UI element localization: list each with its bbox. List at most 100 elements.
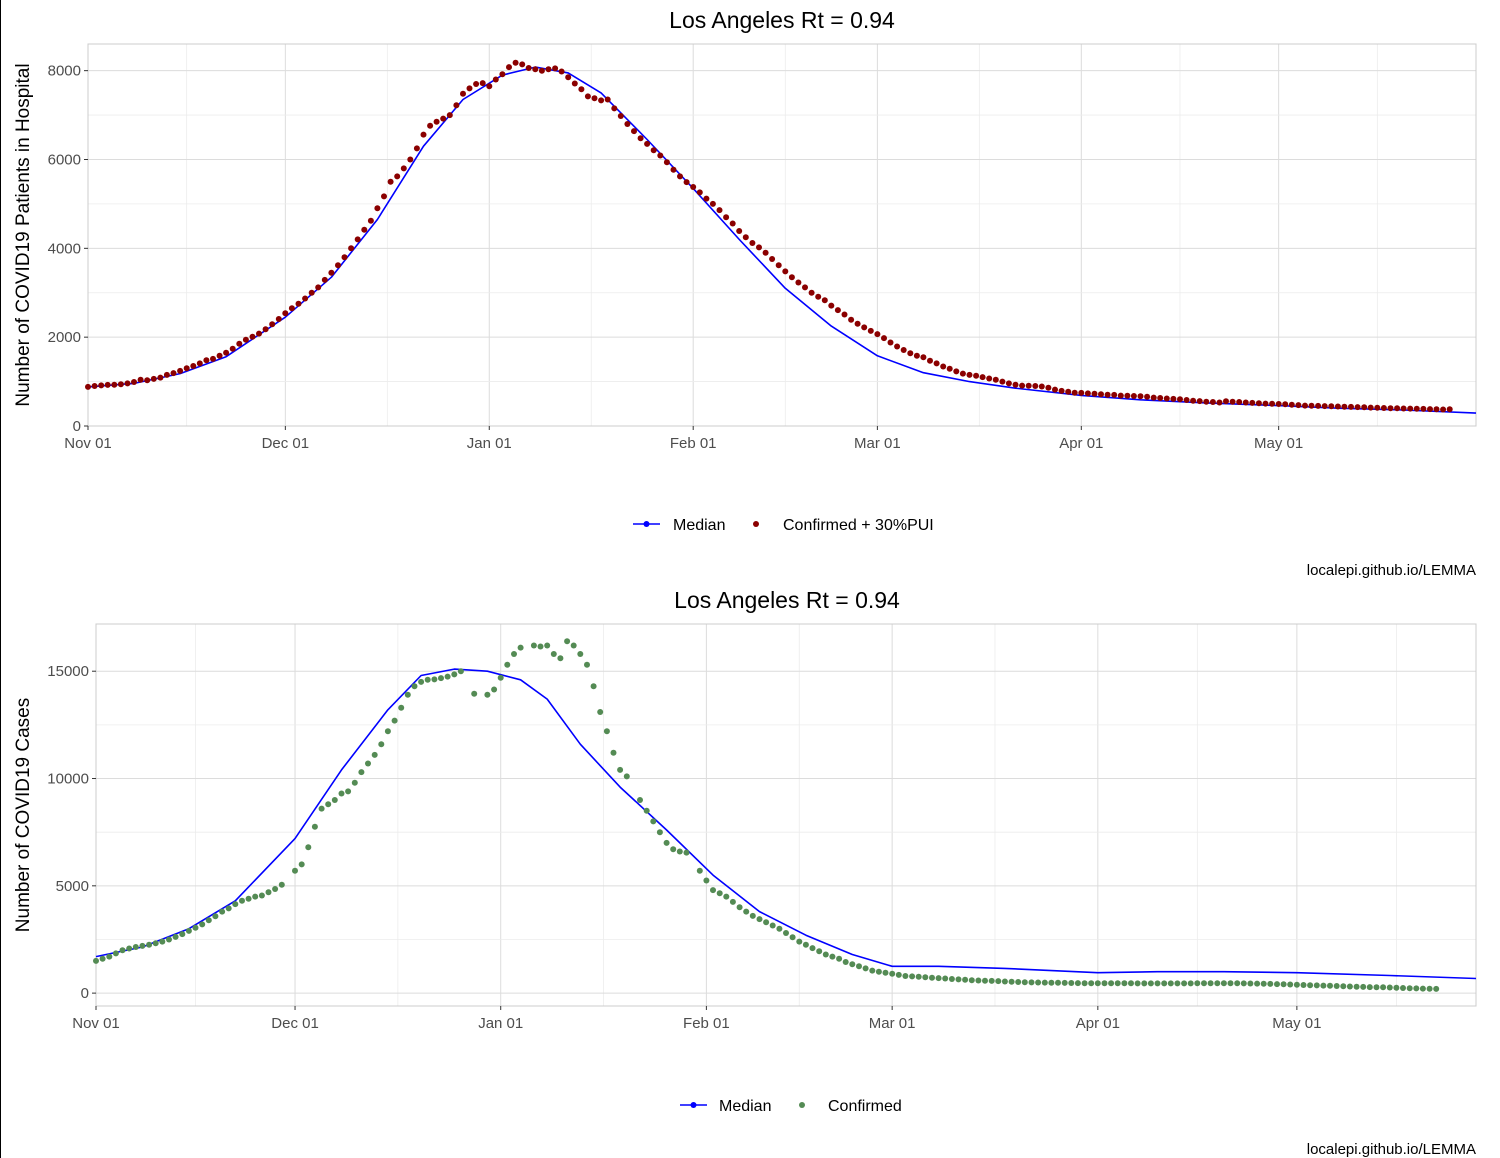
data-point: [875, 968, 882, 975]
data-point: [1374, 404, 1381, 411]
data-point: [479, 80, 486, 87]
x-tick-label: Apr 01: [1059, 435, 1103, 452]
data-point: [245, 895, 252, 902]
data-point: [565, 74, 572, 81]
data-point: [265, 889, 272, 896]
data-point: [1111, 391, 1118, 398]
data-point: [591, 95, 598, 102]
data-point: [424, 676, 431, 683]
data-point: [742, 234, 749, 241]
data-point: [1240, 980, 1247, 987]
x-ticks: Nov 01 Dec 01 Jan 01 Feb 01 Mar 01 Apr 01 May …: [72, 1006, 1321, 1032]
data-point: [986, 375, 993, 382]
x-tick-label: May 01: [1272, 1015, 1321, 1032]
data-point: [111, 381, 118, 388]
data-point: [384, 728, 391, 735]
data-point: [305, 844, 312, 851]
data-point: [112, 950, 119, 957]
data-point: [391, 717, 398, 724]
data-point: [163, 371, 170, 378]
data-point: [1015, 979, 1022, 985]
x-ticks: Nov 01 Dec 01 Jan 01 Feb 01 Mar 01 Apr 01 May …: [64, 426, 1303, 452]
caption: localepi.github.io/LEMMA: [1307, 1141, 1476, 1158]
data-point: [1098, 391, 1104, 398]
data-point: [471, 690, 478, 697]
data-point: [446, 112, 453, 119]
data-point: [834, 307, 841, 314]
y-tick-label: 0: [73, 418, 81, 435]
data-point: [126, 945, 133, 952]
data-point: [929, 974, 935, 981]
data-point: [913, 352, 920, 359]
data-point: [900, 347, 907, 353]
data-point: [1227, 980, 1234, 987]
cases-chart: Los Angeles Rt = 0.94 Nov 01 Dec 01 Jan 01…: [13, 587, 1477, 1158]
data-point: [802, 941, 809, 948]
data-point: [311, 823, 318, 830]
data-point: [909, 973, 916, 980]
data-point: [690, 184, 697, 190]
data-point: [670, 166, 677, 173]
data-point: [371, 751, 378, 758]
data-point: [862, 965, 869, 972]
data-point: [223, 349, 230, 356]
data-point: [104, 381, 111, 388]
data-point: [604, 96, 611, 103]
data-point: [1340, 983, 1347, 990]
data-point: [557, 655, 564, 662]
data-point: [504, 661, 511, 668]
data-point: [922, 974, 929, 981]
data-point: [1048, 979, 1055, 986]
data-point: [1025, 382, 1032, 389]
data-point: [269, 321, 276, 328]
data-point: [411, 683, 418, 690]
data-point: [776, 925, 783, 932]
data-point: [466, 85, 473, 92]
data-point: [1167, 980, 1174, 987]
data-point: [867, 327, 874, 334]
data-point: [763, 919, 770, 926]
data-point: [132, 944, 139, 950]
data-point: [1084, 390, 1091, 397]
data-point: [1346, 983, 1353, 990]
y-tick-label: 10000: [47, 771, 89, 788]
data-point: [849, 961, 856, 968]
data-point: [1078, 389, 1085, 396]
data-point: [351, 779, 358, 786]
data-point: [1137, 393, 1144, 400]
data-point: [1147, 980, 1154, 987]
plot-panel: [95, 623, 1477, 1007]
data-point: [427, 122, 434, 129]
data-point: [1267, 980, 1274, 987]
data-point: [381, 193, 387, 200]
data-point: [1052, 386, 1058, 393]
data-point: [365, 760, 371, 767]
legend-median-label: Median: [719, 1098, 771, 1115]
data-point: [783, 930, 789, 936]
x-tick-label: Apr 01: [1076, 1015, 1120, 1032]
data-point: [1328, 403, 1335, 410]
data-point: [1407, 405, 1414, 412]
data-point: [637, 797, 643, 803]
data-point: [460, 90, 466, 97]
data-point: [821, 297, 828, 304]
legend: Median Confirmed + 30%PUI: [633, 517, 934, 534]
hospital-chart: Los Angeles Rt = 0.94 Nov 01 Dec 01 Jan 01…: [13, 7, 1477, 579]
data-point: [321, 276, 328, 283]
data-point: [1088, 980, 1095, 987]
data-point: [1320, 982, 1327, 989]
data-point: [617, 113, 624, 119]
data-point: [117, 381, 124, 388]
data-point: [404, 691, 411, 698]
data-point: [1229, 398, 1236, 405]
data-point: [219, 908, 226, 915]
data-point: [1321, 403, 1328, 410]
data-point: [657, 152, 664, 159]
data-point: [292, 867, 298, 874]
data-point: [1141, 980, 1148, 987]
data-point: [1121, 980, 1128, 987]
data-point: [210, 355, 216, 362]
y-ticks: 0 2000 4000 6000 8000: [48, 63, 88, 435]
legend-confirmed-marker: [753, 521, 759, 527]
